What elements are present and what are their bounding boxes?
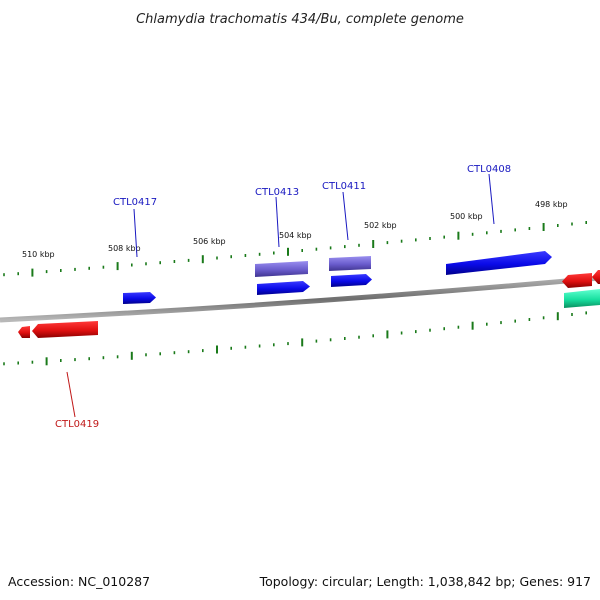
label-leader bbox=[133, 208, 138, 258]
gene-feature[interactable] bbox=[255, 261, 308, 277]
genome-backbone bbox=[0, 275, 600, 323]
gene-label[interactable]: CTL0419 bbox=[55, 419, 99, 430]
gene-feature[interactable] bbox=[564, 289, 600, 308]
forward-genes bbox=[123, 251, 552, 304]
genome-summary-text: Topology: circular; Length: 1,038,842 bp… bbox=[259, 574, 591, 589]
accession-text: Accession: NC_010287 bbox=[8, 574, 150, 589]
gene-feature[interactable] bbox=[562, 273, 592, 288]
gene-feature[interactable] bbox=[331, 274, 372, 287]
label-leaders bbox=[66, 173, 495, 418]
gene-label[interactable]: CTL0413 bbox=[255, 187, 299, 198]
ruler-label: 500 kbp bbox=[450, 212, 483, 221]
ruler-label: 502 kbp bbox=[364, 221, 397, 230]
label-leader bbox=[488, 173, 495, 225]
gene-label[interactable]: CTL0408 bbox=[467, 164, 511, 175]
ruler-label: 498 kbp bbox=[535, 200, 568, 209]
gene-feature[interactable] bbox=[18, 326, 30, 338]
ruler-label: 506 kbp bbox=[193, 237, 226, 246]
inner-ruler bbox=[3, 311, 588, 366]
label-leader bbox=[342, 191, 349, 241]
gene-feature[interactable] bbox=[329, 256, 371, 271]
gene-label[interactable]: CTL0411 bbox=[322, 181, 366, 192]
map-title: Chlamydia trachomatis 434/Bu, complete g… bbox=[136, 12, 464, 27]
label-leader bbox=[275, 196, 280, 248]
gene-feature[interactable] bbox=[32, 321, 98, 338]
reverse-genes bbox=[18, 270, 600, 338]
gene-feature[interactable] bbox=[123, 292, 156, 304]
gene-feature[interactable] bbox=[446, 251, 552, 275]
outer-ruler bbox=[3, 221, 588, 277]
ruler-label: 504 kbp bbox=[279, 231, 312, 240]
ruler-label: 510 kbp bbox=[22, 250, 55, 259]
gene-label[interactable]: CTL0417 bbox=[113, 197, 157, 208]
ruler-label: 508 kbp bbox=[108, 244, 141, 253]
gene-feature[interactable] bbox=[592, 270, 600, 284]
gene-feature[interactable] bbox=[257, 281, 310, 295]
label-leader bbox=[66, 371, 76, 418]
ruler-labels: 510 kbp 508 kbp 506 kbp 504 kbp 502 kbp … bbox=[22, 200, 568, 259]
gene-labels: CTL0417 CTL0413 CTL0411 CTL0408 CTL0419 bbox=[55, 164, 511, 430]
